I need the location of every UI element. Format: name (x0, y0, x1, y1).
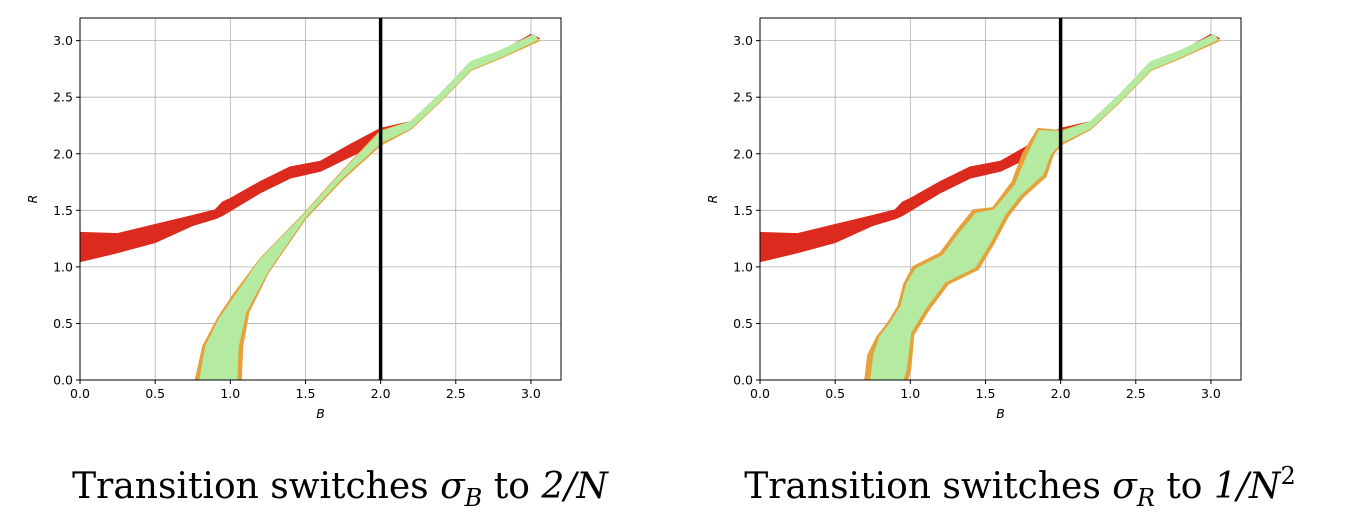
left-ytick-label-1: 0.5 (53, 316, 73, 331)
right-xtick-label-5: 2.5 (1126, 386, 1146, 401)
chart-right-svg: 0.0 0.5 1.0 1.5 2.0 2.5 3.0 0.0 0.5 1.0 1.5 2.0 2.5 3… (705, 17, 1242, 421)
left-axes-frame (79, 17, 562, 381)
left-ytick-label-3: 1.5 (53, 203, 73, 218)
chart-panel-right: 0.0 0.5 1.0 1.5 2.0 2.5 3.0 0.0 0.5 1.0 1.5 2.0 2.5 3… (680, 0, 1360, 532)
right-band-green_band (870, 34, 1218, 380)
left-yaxis-label: R (25, 195, 40, 204)
caption-left-middle: to (482, 466, 542, 507)
left-xtick-label-0: 0.0 (70, 386, 90, 401)
right-yaxis-label: R (705, 195, 720, 204)
caption-right-subscript: R (1136, 484, 1155, 512)
caption-left-value: 2/N (541, 466, 608, 507)
caption-left: Transition switches σB to 2/N (0, 466, 680, 510)
caption-right-symbol: σ (1112, 466, 1137, 507)
left-xtick-label-6: 3.0 (521, 386, 541, 401)
left-ytick-label-5: 2.5 (53, 90, 73, 105)
right-xtick-label-0: 0.0 (750, 386, 770, 401)
right-ytick-label-6: 3.0 (733, 33, 753, 48)
right-band-orange_edge (864, 35, 1220, 380)
left-xtick-label-4: 2.0 (371, 386, 391, 401)
caption-left-prefix: Transition switches (72, 466, 441, 507)
left-xtick-label-1: 0.5 (145, 386, 165, 401)
right-xtick-label-4: 2.0 (1051, 386, 1071, 401)
left-band-orange_edge (194, 35, 540, 380)
right-ytick-label-4: 2.0 (733, 146, 753, 161)
right-axes-frame (759, 17, 1242, 381)
left-bands (80, 34, 540, 380)
caption-right-value: 1/N (1213, 466, 1281, 507)
right-ytick-label-2: 1.0 (733, 259, 753, 274)
left-ytick-label-4: 2.0 (53, 146, 73, 161)
left-ytick-label-2: 1.0 (53, 259, 73, 274)
left-xaxis-label: B (316, 406, 325, 421)
right-ytick-label-5: 2.5 (733, 90, 753, 105)
right-xtick-label-2: 1.0 (900, 386, 920, 401)
left-ytick-label-0: 0.0 (53, 373, 73, 388)
caption-left-subscript: B (464, 484, 483, 512)
chart-panel-left: 0.0 0.5 1.0 1.5 2.0 2.5 3.0 0.0 0.5 1.0 1.5 2.0 2.5 3… (0, 17, 680, 510)
right-xtick-label-1: 0.5 (825, 386, 845, 401)
caption-right: Transition switches σR to 1/N2 (680, 464, 1360, 510)
left-band-green_band (199, 34, 538, 380)
right-ytick-label-0: 0.0 (733, 373, 753, 388)
caption-right-middle: to (1154, 466, 1214, 507)
caption-left-symbol: σ (440, 466, 465, 507)
caption-right-exponent: 2 (1280, 462, 1296, 490)
left-xtick-label-3: 1.5 (296, 386, 316, 401)
left-xtick-label-5: 2.5 (446, 386, 466, 401)
right-ytick-label-3: 1.5 (733, 203, 753, 218)
right-ytick-label-1: 0.5 (733, 316, 753, 331)
chart-left-svg: 0.0 0.5 1.0 1.5 2.0 2.5 3.0 0.0 0.5 1.0 1.5 2.0 2.5 3… (25, 17, 562, 421)
right-xtick-label-3: 1.5 (976, 386, 996, 401)
right-xaxis-label: B (996, 406, 1005, 421)
right-xtick-label-6: 3.0 (1201, 386, 1221, 401)
right-bands (760, 34, 1220, 380)
left-ytick-label-6: 3.0 (53, 33, 73, 48)
left-xtick-label-2: 1.0 (220, 386, 240, 401)
caption-right-prefix: Transition switches (744, 466, 1113, 507)
